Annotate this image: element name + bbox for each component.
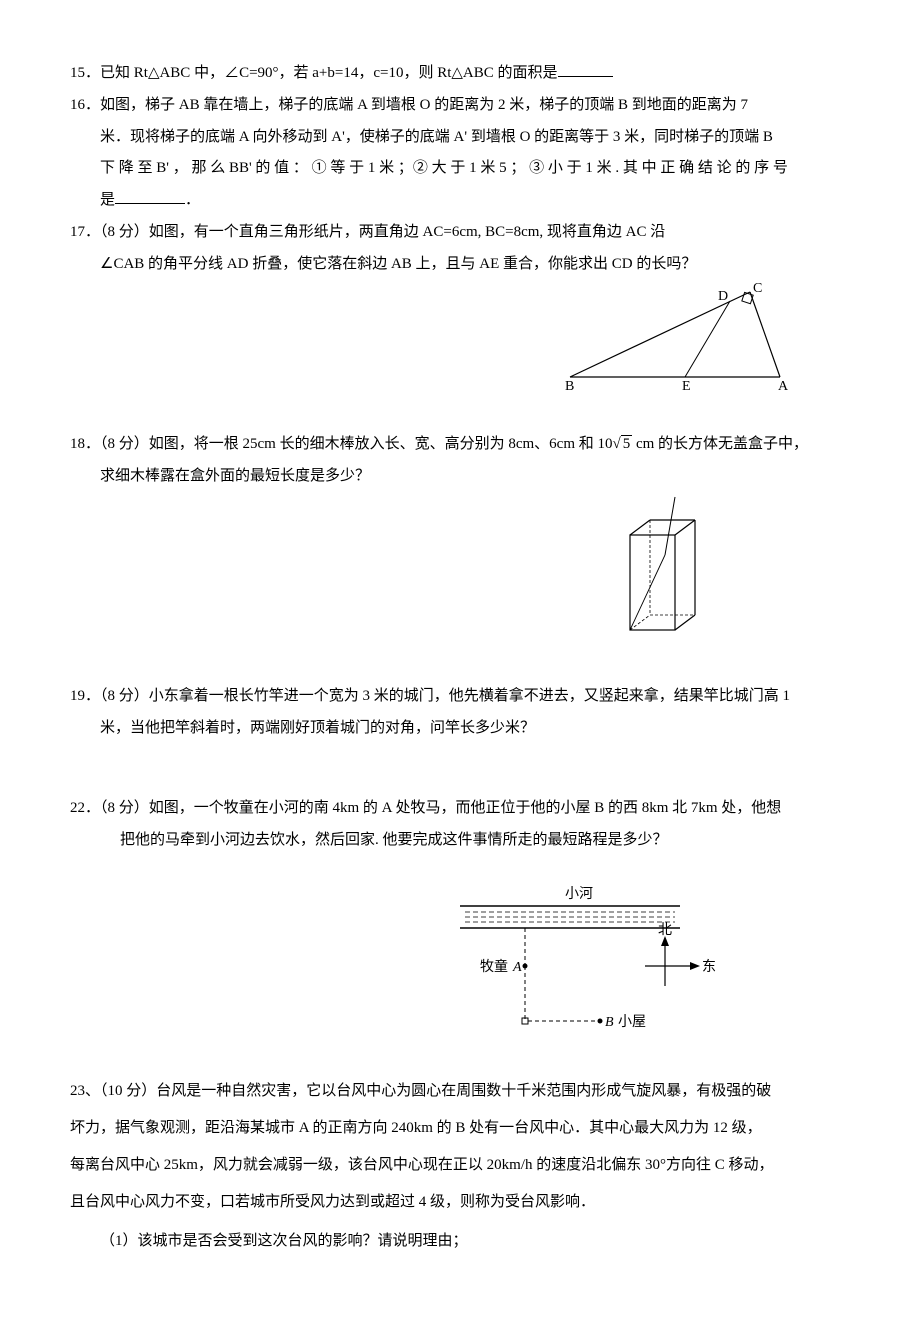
q22-B-label: B — [605, 1015, 614, 1030]
q17-label-B: B — [565, 379, 574, 392]
q19-line2: 米，当他把竿斜着时，两端刚好顶着城门的对角，问竿长多少米？ — [70, 715, 850, 743]
question-17: 17．（8 分）如图，有一个直角三角形纸片，两直角边 AC=6cm, BC=8c… — [70, 219, 850, 247]
q15-blank[interactable] — [558, 61, 613, 77]
q23-sub1: （1）该城市是否会受到这次台风的影响？请说明理由； — [70, 1225, 850, 1258]
q22-herds-label: 牧童 — [480, 958, 508, 975]
q22-figure: 小河 牧童 A B 小屋 北 东 — [70, 886, 850, 1047]
q22-A-label: A — [512, 960, 522, 975]
q18-sqrt: √5 — [613, 435, 633, 452]
q22-north-label: 北 — [658, 922, 672, 938]
q23-line3: 每离台风中心 25km，风力就会减弱一级，该台风中心现在正以 20km/h 的速… — [70, 1149, 850, 1182]
q18-number: 18． — [70, 436, 100, 452]
question-16: 16．如图，梯子 AB 靠在墙上，梯子的底端 A 到墙根 O 的距离为 2 米，… — [70, 92, 850, 120]
q16-line4b: ． — [185, 192, 200, 208]
q15-number: 15． — [70, 65, 100, 81]
q18-line1a: （8 分）如图，将一根 25cm 长的细木棒放入长、宽、高分别为 8cm、6cm… — [100, 436, 612, 452]
question-22: 22．（8 分）如图，一个牧童在小河的南 4km 的 A 处牧马，而他正位于他的… — [70, 795, 850, 823]
q16-line2: 米．现将梯子的底端 A 向外移动到 A'，使梯子的底端 A' 到墙根 O 的距离… — [70, 124, 850, 152]
q17-label-E: E — [682, 379, 691, 392]
q23-number: 23、 — [70, 1083, 100, 1099]
q19-line1: （8 分）小东拿着一根长竹竿进一个宽为 3 米的城门，他先横着拿不进去，又竖起来… — [100, 688, 790, 704]
question-23: 23、（10 分）台风是一种自然灾害，它以台风中心为圆心在周围数十千米范围内形成… — [70, 1075, 850, 1108]
q17-line2: ∠CAB 的角平分线 AD 折叠，使它落在斜边 AB 上，且与 AE 重合，你能… — [70, 251, 850, 279]
q18-figure — [70, 495, 850, 656]
q22-river-label: 小河 — [565, 886, 593, 902]
q17-figure: B E A D C — [70, 282, 850, 403]
q17-line1: （8 分）如图，有一个直角三角形纸片，两直角边 AC=6cm, BC=8cm, … — [100, 224, 665, 240]
q18-line2: 求细木棒露在盒外面的最短长度是多少？ — [70, 463, 850, 491]
q22-line2: 把他的马牵到小河边去饮水，然后回家. 他要完成这件事情所走的最短路程是多少？ — [70, 827, 850, 855]
q22-number: 22． — [70, 800, 100, 816]
q16-line4-wrap: 是． — [70, 187, 850, 215]
q22-line1: （8 分）如图，一个牧童在小河的南 4km 的 A 处牧马，而他正位于他的小屋 … — [100, 800, 781, 816]
q23-line4: 且台风中心风力不变，口若城市所受风力达到或超过 4 级，则称为受台风影响． — [70, 1186, 850, 1219]
question-18: 18．（8 分）如图，将一根 25cm 长的细木棒放入长、宽、高分别为 8cm、… — [70, 431, 850, 459]
q16-line1: 如图，梯子 AB 靠在墙上，梯子的底端 A 到墙根 O 的距离为 2 米，梯子的… — [100, 97, 748, 113]
q16-blank[interactable] — [115, 188, 185, 204]
q16-line4: 是 — [100, 192, 115, 208]
q17-number: 17． — [70, 224, 100, 240]
q15-text: 已知 Rt△ABC 中，∠C=90°，若 a+b=14，c=10，则 Rt△AB… — [100, 65, 558, 81]
q18-line1b: cm 的长方体无盖盒子中， — [632, 436, 808, 452]
q17-label-A: A — [778, 379, 789, 392]
q23-line1: （10 分）台风是一种自然灾害，它以台风中心为圆心在周围数十千米范围内形成气旋风… — [100, 1083, 771, 1099]
q17-label-D: D — [718, 289, 728, 304]
q16-number: 16． — [70, 97, 100, 113]
q23-line2: 坏力，据气象观测，距沿海某城市 A 的正南方向 240km 的 B 处有一台风中… — [70, 1112, 850, 1145]
q16-line3: 下 降 至 B' ， 那 么 BB' 的 值 ： ① 等 于 1 米 ；② 大 … — [70, 155, 850, 183]
question-19: 19．（8 分）小东拿着一根长竹竿进一个宽为 3 米的城门，他先横着拿不进去，又… — [70, 683, 850, 711]
q19-number: 19． — [70, 688, 100, 704]
q17-label-C: C — [753, 282, 762, 296]
q22-east-label: 东 — [702, 959, 716, 975]
q22-hut-label: 小屋 — [618, 1014, 646, 1030]
question-15: 15．已知 Rt△ABC 中，∠C=90°，若 a+b=14，c=10，则 Rt… — [70, 60, 850, 88]
